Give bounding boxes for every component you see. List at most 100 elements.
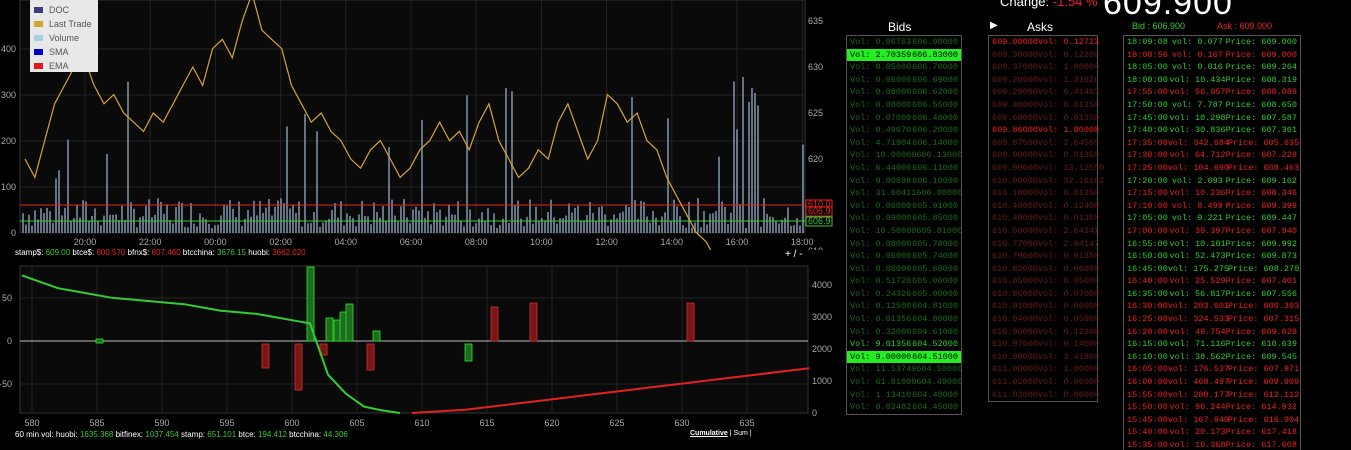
table-row[interactable]: Vol: 2.70359 606.83000 [847,48,961,62]
table-row[interactable]: Vol: 0.32000 604.61000 [847,326,961,339]
table-row[interactable]: 609.99000 Vol: 13.12550 [989,162,1104,175]
play-icon[interactable]: ▶ [990,20,998,31]
table-row[interactable]: Vol: 0.08000 606.62000 [847,86,961,99]
table-row[interactable]: 609.38000 Vol: 0.12200 [989,49,1099,62]
table-row[interactable]: 18:08:56 vol: 0.167 Price: 609.000 [1124,49,1300,62]
table-row[interactable]: 610.85000 Vol: 0.05000 [989,275,1099,288]
table-row[interactable]: 15:45:00 vol: 167.940 Price: 616.904 [1124,414,1300,427]
table-row[interactable]: 610.00000 Vol: 32.16182 [989,175,1104,188]
table-row[interactable]: Vol: 0.07000 606.48000 [847,112,961,125]
table-row[interactable]: Vol: 0.06763 606.90000 [847,36,961,49]
price-chart[interactable]: 20:00 22:00 00:00 02:00 04:00 06:00 08:00 10:00… [0,0,840,250]
table-row[interactable]: 16:50:00 vol: 52.473 Price: 609.873 [1124,250,1300,263]
cumulative-link[interactable]: Cumulative [690,430,728,437]
table-row[interactable]: Vol: 10.50000 605.81000 [847,225,962,238]
table-row[interactable]: 609.29000 Vol: 6.41463 [989,86,1099,99]
table-row[interactable]: 610.79000 Vol: 0.01350 [989,250,1099,263]
table-row[interactable]: 609.86000 Vol: 1.80000 [989,124,1099,137]
table-row[interactable]: Vol: 9.00898 606.10000 [847,175,961,188]
table-row[interactable]: 610.82000 Vol: 0.06000 [989,263,1099,276]
table-row[interactable]: 610.96000 Vol: 0.12300 [989,326,1099,339]
table-row[interactable]: Vol: 0.12500 604.81000 [847,300,961,313]
table-row[interactable]: Vol: 10.00000 606.13000 [847,149,962,162]
table-row[interactable]: Vol: 0.05000 606.70000 [847,61,961,74]
table-row[interactable]: 17:10:00 vol: 8.499 Price: 609.399 [1124,200,1300,213]
table-row[interactable]: 17:20:00 vol: 2.693 Price: 609.162 [1124,175,1300,188]
table-row[interactable]: Vol: 4.71904 606.14000 [847,137,961,150]
table-row[interactable]: 17:45:00 vol: 10.298 Price: 607.587 [1124,112,1300,125]
table-row[interactable]: 610.97000 Vol: 0.14000 [989,338,1099,351]
table-row[interactable]: 611.02000 Vol: 0.06000 [989,376,1099,389]
table-row[interactable]: 609.98000 Vol: 0.01350 [989,149,1099,162]
table-row[interactable]: Vol: 0.09000 605.85000 [847,212,961,225]
table-row[interactable]: 16:20:00 vol: 49.754 Price: 609.629 [1124,326,1300,339]
table-row[interactable]: 611.00000 Vol: 1.00000 [989,363,1099,376]
table-row[interactable]: 610.49000 Vol: 0.01350 [989,212,1099,225]
table-row[interactable]: 610.94000 Vol: 0.05000 [989,313,1099,326]
table-row[interactable]: Vol: 0.02482 604.45000 [847,401,961,414]
table-row[interactable]: Vol: 61.81000 604.49000 [847,376,962,389]
table-row[interactable]: Vol: 0.49670 606.20000 [847,124,961,137]
table-row[interactable]: 17:40:00 vol: 30.836 Price: 607.361 [1124,124,1300,137]
table-row[interactable]: Vol: 0.51720 605.06000 [847,275,961,288]
table-row[interactable]: 15:50:00 vol: 96.244 Price: 614.932 [1124,401,1300,414]
table-row[interactable]: 18:09:08 vol: 0.077 Price: 609.000 [1124,36,1300,49]
table-row[interactable]: 609.37000 Vol: 1.80000 [989,61,1099,74]
table-row[interactable]: 16:25:00 vol: 324.533 Price: 607.315 [1124,313,1300,326]
table-row[interactable]: 610.77000 Vol: 2.64147 [989,238,1099,251]
table-row[interactable]: 17:15:00 vol: 10.236 Price: 608.346 [1124,187,1300,200]
table-row[interactable]: 18:00:00 vol: 10.434 Price: 608.319 [1124,74,1300,87]
table-row[interactable]: 610.91000 Vol: 0.06000 [989,300,1099,313]
table-row[interactable]: Vol: 0.08000 606.55000 [847,99,961,112]
table-row[interactable]: 18:05:00 vol: 0.016 Price: 609.264 [1124,61,1300,74]
table-row[interactable]: 15:35:00 vol: 16.368 Price: 617.608 [1124,439,1300,450]
table-row[interactable]: 17:05:00 vol: 9.221 Price: 609.447 [1124,212,1300,225]
table-row[interactable]: 17:00:00 vol: 39.397 Price: 607.940 [1124,225,1300,238]
table-row[interactable]: 611.03000 Vol: 0.06000 [989,389,1099,402]
table-row[interactable]: Vol: 11.53749 604.50000 [847,363,962,376]
table-row[interactable]: 610.50000 Vol: 2.64241 [989,225,1099,238]
zoom-toggle[interactable]: + / - [785,249,803,260]
table-row[interactable]: Vol: 0.06000 605.74000 [847,250,961,263]
table-row[interactable]: Vol: 31.60411 606.00000 [847,187,962,200]
table-row[interactable]: 17:25:00 vol: 104.690 Price: 608.463 [1124,162,1300,175]
table-row[interactable]: Vol: 0.06000 605.60000 [847,263,961,276]
table-row[interactable]: 16:10:00 vol: 38.562 Price: 609.545 [1124,351,1300,364]
table-row[interactable]: 16:30:00 vol: 203.601 Price: 606.303 [1124,300,1300,313]
table-row[interactable]: 609.87500 Vol: 2.64565 [989,137,1099,150]
depth-chart[interactable]: 580 585 590 595 600 605 610 615 620 625 630 635 -50 0… [0,262,840,430]
table-row[interactable]: 16:05:00 vol: 176.537 Price: 607.971 [1124,363,1300,376]
volume-bar [106,154,108,233]
table-row[interactable]: Vol: 0.08000 605.78000 [847,238,961,251]
table-row[interactable]: 610.98000 Vol: 3.41800 [989,351,1099,364]
table-row[interactable]: 609.00000 Vol: 0.12723 [989,36,1099,49]
table-row[interactable]: 16:15:00 vol: 71.116 Price: 610.639 [1124,338,1300,351]
table-row[interactable]: 17:55:00 vol: 56.057 Price: 608.089 [1124,86,1300,99]
table-row[interactable]: 17:35:00 vol: 342.684 Price: 605.635 [1124,137,1300,150]
table-row[interactable]: Vol: 0.06000 606.69000 [847,74,961,87]
table-row[interactable]: 17:30:00 vol: 64.712 Price: 607.229 [1124,149,1300,162]
table-row[interactable]: 15:40:00 vol: 20.173 Price: 617.418 [1124,426,1300,439]
table-row[interactable]: 16:40:00 vol: 25.529 Price: 607.401 [1124,275,1300,288]
table-row[interactable]: Vol: 0.06000 605.91000 [847,200,961,213]
table-row[interactable]: 15:55:00 vol: 280.177 Price: 612.112 [1124,389,1300,402]
table-row[interactable]: 17:50:00 vol: 7.787 Price: 608.650 [1124,99,1300,112]
table-row[interactable]: 16:00:00 vol: 468.497 Price: 609.909 [1124,376,1300,389]
table-row[interactable]: 610.48000 Vol: 0.12400 [989,200,1099,213]
cell: 15:35:00 [1127,440,1168,450]
table-row[interactable]: 609.40000 Vol: 0.01350 [989,99,1099,112]
table-row[interactable]: Vol: 0.01356 604.80000 [847,313,961,326]
table-row[interactable]: Vol: 1.13410 604.48000 [847,389,961,402]
table-row[interactable]: 610.10000 Vol: 0.01350 [989,187,1099,200]
table-row[interactable]: 609.28000 Vol: 1.31626 [989,74,1099,87]
table-row[interactable]: Vol: 0.24326 605.00000 [847,288,961,301]
table-row[interactable]: Vol: 9.00000 604.51000 [847,350,961,364]
table-row[interactable]: 609.68000 Vol: 0.01350 [989,112,1099,125]
table-row[interactable]: 16:35:00 vol: 56.817 Price: 607.556 [1124,288,1300,301]
table-row[interactable]: 16:55:00 vol: 10.101 Price: 609.992 [1124,238,1300,251]
table-row[interactable]: Vol: 9.01356 604.52000 [847,338,961,351]
table-row[interactable]: 16:45:00 vol: 175.275 Price: 608.270 [1124,263,1300,276]
sum-link[interactable]: Sum [733,430,748,437]
table-row[interactable]: Vol: 6.44000 606.11000 [847,162,961,175]
table-row[interactable]: 610.86000 Vol: 0.07000 [989,288,1099,301]
